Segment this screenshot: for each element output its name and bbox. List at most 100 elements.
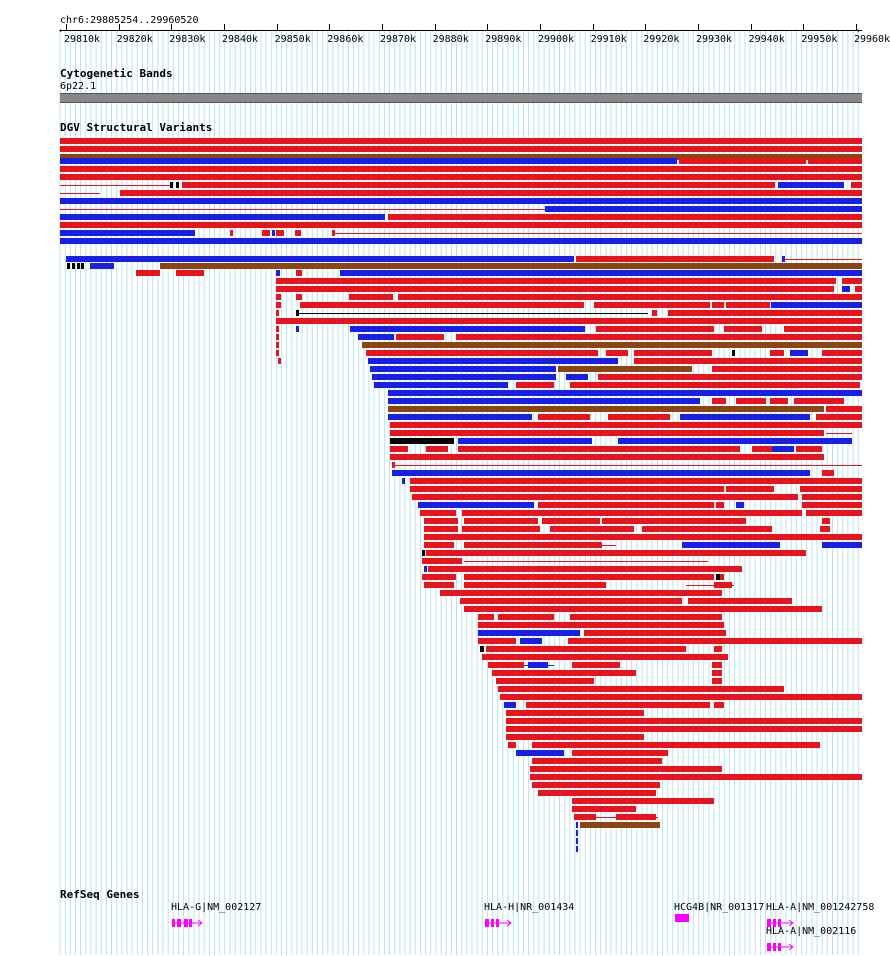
dgv-variant-bar[interactable] — [606, 350, 628, 356]
dgv-variant-bar[interactable] — [634, 358, 862, 364]
dgv-variant-bar[interactable] — [60, 238, 862, 244]
dgv-variant-bar[interactable] — [716, 574, 720, 580]
dgv-variant-bar[interactable] — [418, 502, 534, 508]
dgv-variant-bar[interactable] — [771, 302, 862, 308]
gene-exon-arrow-icon[interactable] — [767, 937, 795, 956]
dgv-variant-bar[interactable] — [642, 526, 772, 532]
dgv-variant-bar[interactable] — [688, 598, 792, 604]
dgv-variant-bar[interactable] — [396, 334, 444, 340]
dgv-variant-bar[interactable] — [276, 350, 279, 356]
dgv-variant-bar[interactable] — [428, 566, 742, 572]
dgv-variant-bar[interactable] — [602, 518, 746, 524]
dgv-variant-bar[interactable] — [60, 166, 862, 172]
dgv-variant-bar[interactable] — [81, 263, 84, 269]
dgv-variant-bar[interactable] — [424, 534, 862, 540]
dgv-variant-bar[interactable] — [532, 742, 820, 748]
dgv-variant-bar[interactable] — [390, 438, 454, 444]
dgv-variant-bar[interactable] — [90, 263, 114, 269]
dgv-variant-bar[interactable] — [372, 374, 556, 380]
dgv-variant-bar[interactable] — [668, 310, 862, 316]
dgv-variant-bar[interactable] — [842, 278, 862, 284]
dgv-variant-bar[interactable] — [498, 614, 554, 620]
dgv-variant-bar[interactable] — [820, 526, 830, 532]
dgv-variant-bar[interactable] — [300, 302, 584, 308]
dgv-variant-bar[interactable] — [276, 342, 279, 348]
dgv-variant-bar[interactable] — [176, 182, 179, 188]
dgv-variant-bar[interactable] — [478, 622, 724, 628]
dgv-variant-bar[interactable] — [752, 446, 772, 452]
dgv-variant-bar[interactable] — [572, 806, 636, 812]
dgv-variant-bar[interactable] — [296, 270, 302, 276]
dgv-variant-bar[interactable] — [272, 230, 275, 236]
dgv-variant-bar[interactable] — [538, 790, 656, 796]
dgv-variant-bar[interactable] — [500, 694, 862, 700]
dgv-variant-bar[interactable] — [806, 510, 862, 516]
dgv-variant-bar[interactable] — [464, 518, 538, 524]
dgv-variant-bar[interactable] — [424, 518, 458, 524]
dgv-variant-bar[interactable] — [262, 230, 270, 236]
gene-exon-block-icon[interactable] — [675, 914, 689, 922]
dgv-variant-bar[interactable] — [594, 302, 710, 308]
dgv-variant-bar[interactable] — [732, 350, 735, 356]
dgv-variant-bar[interactable] — [822, 470, 834, 476]
dgv-variant-bar[interactable] — [516, 750, 564, 756]
dgv-variant-bar[interactable] — [802, 494, 862, 500]
dgv-variant-bar[interactable] — [358, 334, 394, 340]
dgv-variant-bar[interactable] — [66, 256, 574, 262]
dgv-variant-bar[interactable] — [410, 486, 724, 492]
dgv-variant-bar[interactable] — [296, 294, 302, 300]
dgv-variant-bar[interactable] — [682, 542, 780, 548]
dgv-variant-bar[interactable] — [295, 230, 301, 236]
dgv-variant-bar[interactable] — [276, 302, 281, 308]
dgv-variant-bar[interactable] — [402, 478, 405, 484]
dgv-variant-bar[interactable] — [652, 310, 657, 316]
dgv-variant-bar[interactable] — [276, 310, 279, 316]
dgv-variant-bar[interactable] — [498, 686, 784, 692]
dgv-variant-bar[interactable] — [410, 478, 862, 484]
dgv-variant-bar[interactable] — [714, 646, 722, 652]
dgv-variant-bar[interactable] — [388, 414, 532, 420]
dgv-variant-bar[interactable] — [538, 414, 590, 420]
dgv-variant-bar[interactable] — [170, 182, 173, 188]
dgv-variant-bar[interactable] — [576, 846, 578, 852]
dgv-variant-bar[interactable] — [424, 582, 454, 588]
dgv-variant-bar[interactable] — [736, 502, 744, 508]
dgv-variant-bar[interactable] — [398, 294, 862, 300]
dgv-variant-bar[interactable] — [349, 294, 393, 300]
dgv-variant-bar[interactable] — [568, 638, 862, 644]
dgv-variant-bar[interactable] — [770, 350, 784, 356]
dgv-variant-bar[interactable] — [726, 302, 770, 308]
dgv-variant-bar[interactable] — [486, 646, 686, 652]
dgv-variant-bar[interactable] — [572, 798, 714, 804]
dgv-variant-bar[interactable] — [422, 550, 425, 556]
dgv-variant-bar[interactable] — [570, 382, 860, 388]
dgv-variant-bar[interactable] — [572, 750, 668, 756]
dgv-variant-bar[interactable] — [570, 614, 722, 620]
dgv-variant-bar[interactable] — [800, 214, 862, 220]
dgv-variant-bar[interactable] — [794, 398, 844, 404]
dgv-variant-bar[interactable] — [332, 230, 335, 236]
dgv-variant-bar[interactable] — [488, 662, 524, 668]
dgv-variant-bar[interactable] — [426, 446, 448, 452]
dgv-variant-bar[interactable] — [424, 526, 458, 532]
dgv-variant-bar[interactable] — [458, 446, 740, 452]
dgv-variant-bar[interactable] — [276, 326, 279, 332]
dgv-variant-bar[interactable] — [506, 718, 862, 724]
dgv-variant-bar[interactable] — [724, 326, 762, 332]
dgv-variant-bar[interactable] — [480, 646, 484, 652]
dgv-variant-bar[interactable] — [176, 270, 204, 276]
dgv-variant-bar[interactable] — [520, 638, 542, 644]
dgv-variant-bar[interactable] — [712, 398, 726, 404]
dgv-variant-bar[interactable] — [545, 206, 862, 212]
dgv-variant-bar[interactable] — [276, 294, 281, 300]
dgv-variant-bar[interactable] — [822, 350, 862, 356]
dgv-variant-bar[interactable] — [514, 510, 802, 516]
dgv-variant-bar[interactable] — [72, 263, 75, 269]
dgv-variant-bar[interactable] — [504, 702, 516, 708]
dgv-variant-bar[interactable] — [608, 414, 670, 420]
dgv-variant-bar[interactable] — [482, 654, 728, 660]
dgv-variant-bar[interactable] — [558, 366, 692, 372]
dgv-variant-bar[interactable] — [60, 158, 677, 164]
dgv-variant-bar[interactable] — [550, 526, 634, 532]
gene-label-hcg4b[interactable]: HCG4B|NR_001317 — [674, 902, 765, 913]
